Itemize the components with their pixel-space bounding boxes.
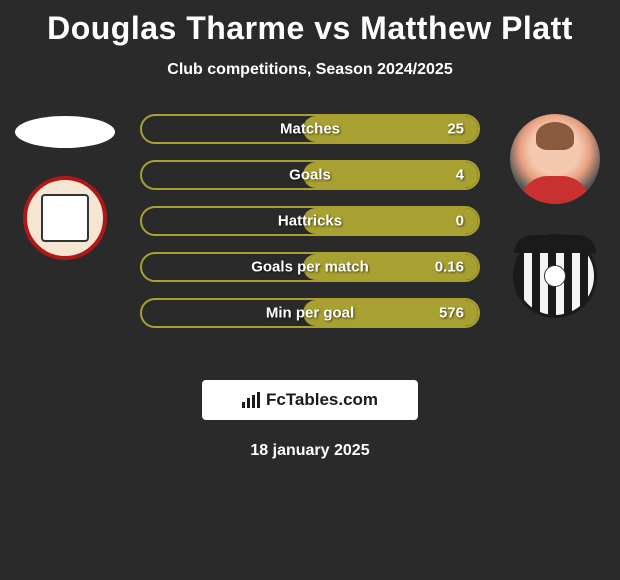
stat-value: 4 bbox=[456, 167, 464, 184]
stat-row-mpg: Min per goal 576 bbox=[140, 298, 480, 328]
stat-row-goals: Goals 4 bbox=[140, 160, 480, 190]
stat-row-matches: Matches 25 bbox=[140, 114, 480, 144]
stat-value: 25 bbox=[447, 121, 464, 138]
player2-avatar bbox=[510, 114, 600, 204]
date-label: 18 january 2025 bbox=[0, 442, 620, 460]
stat-value: 0.16 bbox=[435, 259, 464, 276]
stat-row-gpm: Goals per match 0.16 bbox=[140, 252, 480, 282]
stat-label: Goals bbox=[289, 167, 331, 184]
club1-crest-icon bbox=[41, 194, 89, 242]
club2-ball-icon bbox=[544, 265, 566, 287]
subtitle: Club competitions, Season 2024/2025 bbox=[0, 61, 620, 79]
comparison-panel: Matches 25 Goals 4 Hattricks 0 Goals per… bbox=[0, 114, 620, 374]
chart-icon bbox=[242, 392, 262, 408]
stat-label: Hattricks bbox=[278, 213, 342, 230]
stat-label: Min per goal bbox=[266, 305, 354, 322]
brand-box[interactable]: FcTables.com bbox=[202, 380, 418, 420]
player1-avatar bbox=[15, 116, 115, 148]
stat-row-hattricks: Hattricks 0 bbox=[140, 206, 480, 236]
stat-bars: Matches 25 Goals 4 Hattricks 0 Goals per… bbox=[140, 114, 480, 344]
player2-club-badge bbox=[513, 234, 597, 318]
page-title: Douglas Tharme vs Matthew Platt bbox=[0, 0, 620, 47]
player1-column bbox=[10, 114, 120, 260]
stat-value: 0 bbox=[456, 213, 464, 230]
brand-text: FcTables.com bbox=[266, 390, 378, 410]
stat-label: Matches bbox=[280, 121, 340, 138]
player1-club-badge bbox=[23, 176, 107, 260]
stat-value: 576 bbox=[439, 305, 464, 322]
player2-column bbox=[500, 114, 610, 318]
stat-label: Goals per match bbox=[251, 259, 369, 276]
